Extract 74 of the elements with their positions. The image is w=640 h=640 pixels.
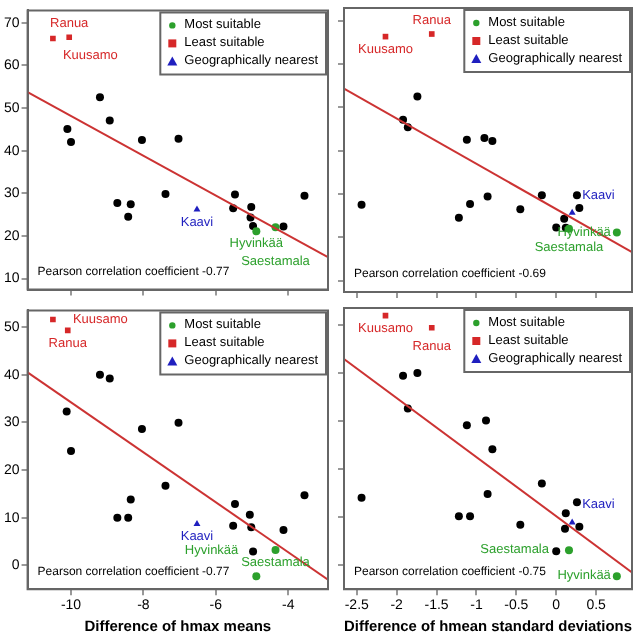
point <box>279 222 288 231</box>
point <box>105 116 114 125</box>
point <box>66 34 73 41</box>
point <box>252 572 261 581</box>
point <box>413 368 422 377</box>
point <box>462 135 471 144</box>
point <box>193 519 201 526</box>
point <box>560 214 569 223</box>
point <box>113 513 122 522</box>
point <box>50 316 56 323</box>
point <box>516 520 525 529</box>
point <box>124 513 133 522</box>
point <box>428 324 435 331</box>
point <box>564 546 573 555</box>
point <box>300 491 309 500</box>
point <box>382 312 389 319</box>
point <box>575 203 584 212</box>
point <box>300 191 309 200</box>
point <box>174 134 183 143</box>
point <box>480 134 489 143</box>
point <box>67 446 76 455</box>
point <box>161 481 170 490</box>
point <box>124 212 133 221</box>
point <box>482 416 491 425</box>
point <box>483 192 492 201</box>
point <box>516 205 525 214</box>
point <box>612 228 621 237</box>
point <box>105 374 114 383</box>
point <box>137 425 146 434</box>
point <box>483 490 492 499</box>
point <box>488 137 497 146</box>
point <box>560 524 569 533</box>
point <box>488 445 497 454</box>
point <box>126 495 135 504</box>
point <box>612 572 621 581</box>
point <box>413 92 422 101</box>
point <box>230 499 239 508</box>
point <box>67 138 76 147</box>
point <box>552 547 561 556</box>
point <box>428 31 435 37</box>
point <box>64 327 71 334</box>
point <box>399 371 408 380</box>
point <box>568 208 576 215</box>
point <box>357 200 366 209</box>
point <box>245 510 254 519</box>
point <box>357 493 366 502</box>
point <box>454 213 463 222</box>
point <box>279 526 288 535</box>
point <box>230 190 239 199</box>
point <box>113 199 122 208</box>
point <box>249 547 258 556</box>
point <box>229 521 238 530</box>
point <box>50 35 56 42</box>
point <box>174 418 183 427</box>
point <box>537 191 546 200</box>
point <box>466 199 475 208</box>
point <box>466 512 475 521</box>
point <box>95 370 104 379</box>
point <box>462 421 471 430</box>
point <box>454 512 463 521</box>
point <box>271 546 280 555</box>
point <box>126 200 135 209</box>
point <box>247 202 256 211</box>
point <box>63 124 72 133</box>
point <box>137 135 146 144</box>
point <box>572 191 581 200</box>
point <box>572 498 581 507</box>
point <box>575 522 584 531</box>
point <box>537 479 546 488</box>
point <box>561 509 570 518</box>
point <box>161 190 170 199</box>
point <box>252 227 261 236</box>
point <box>62 407 71 416</box>
point <box>95 93 104 102</box>
